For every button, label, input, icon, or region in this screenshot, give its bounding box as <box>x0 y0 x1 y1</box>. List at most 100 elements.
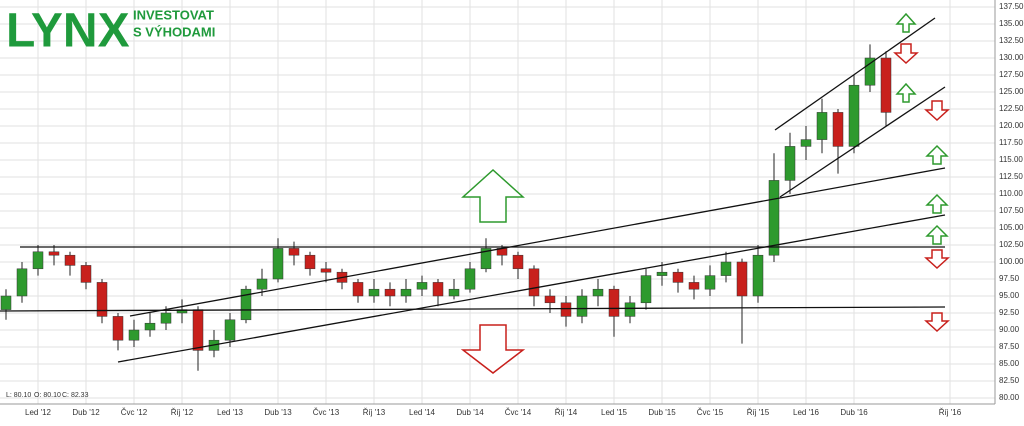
arrow-down <box>893 43 919 65</box>
candle-body <box>144 322 156 331</box>
candle-body <box>688 282 700 290</box>
candle-body <box>96 282 108 317</box>
y-tick-label: 107.50 <box>999 206 1024 215</box>
x-tick-label: Říj '14 <box>555 408 578 417</box>
candle-body <box>128 329 140 341</box>
arrow-up <box>925 224 949 245</box>
candle-body <box>272 248 284 280</box>
y-tick-label: 130.00 <box>999 53 1024 62</box>
arrow-up <box>461 168 525 223</box>
y-tick-label: 87.50 <box>999 342 1020 351</box>
x-tick-label: Čvc '15 <box>697 408 724 417</box>
candle-body <box>832 112 844 147</box>
candle-body <box>256 278 268 290</box>
x-tick-label: Led '12 <box>25 408 52 417</box>
x-tick-label: Dub '16 <box>840 408 868 417</box>
candle-body <box>640 275 652 304</box>
y-tick-label: 97.50 <box>999 274 1020 283</box>
grid <box>0 0 995 404</box>
y-tick-label: 122.50 <box>999 104 1024 113</box>
candle-body <box>400 288 412 297</box>
footer-close: C: 82.33 <box>62 392 89 399</box>
candle-body <box>416 282 428 290</box>
candle-body <box>800 139 812 147</box>
x-tick-label: Říj '16 <box>939 408 962 417</box>
candle-body <box>880 57 892 113</box>
x-tick-label: Dub '14 <box>456 408 484 417</box>
arrow-up <box>925 144 949 165</box>
y-tick-label: 85.00 <box>999 359 1020 368</box>
y-tick-label: 135.00 <box>999 19 1024 28</box>
candle-body <box>288 248 300 256</box>
y-tick-label: 95.00 <box>999 291 1020 300</box>
x-tick-label: Dub '15 <box>648 408 676 417</box>
trend-line <box>129 167 946 317</box>
candle-body <box>432 282 444 297</box>
y-tick-label: 125.00 <box>999 87 1024 96</box>
candle-body <box>576 295 588 317</box>
y-tick-label: 80.00 <box>999 393 1020 402</box>
candle-body <box>592 288 604 297</box>
candle-body <box>848 84 860 147</box>
candle-body <box>768 180 780 256</box>
candle-body <box>368 288 380 297</box>
arrow-up <box>925 193 949 214</box>
candle-body <box>464 268 476 290</box>
candle-body <box>48 251 60 256</box>
trend-line <box>117 214 946 363</box>
y-tick-label: 105.00 <box>999 223 1024 232</box>
candle-body <box>672 271 684 283</box>
trend-line <box>774 17 936 131</box>
trend-line <box>0 306 946 312</box>
x-tick-label: Čvc '14 <box>505 408 532 417</box>
candle-body <box>80 265 92 283</box>
candle-body <box>608 288 620 317</box>
x-tick-label: Dub '13 <box>264 408 292 417</box>
y-tick-label: 120.00 <box>999 121 1024 130</box>
arrows <box>460 12 950 374</box>
candle-body <box>864 57 876 86</box>
candle-body <box>304 254 316 270</box>
candle-body <box>784 146 796 181</box>
footer-open: O: 80.10 <box>34 392 61 399</box>
logo: LYNX <box>6 5 130 58</box>
y-tick-label: 117.50 <box>999 138 1023 147</box>
candle-body <box>384 288 396 297</box>
y-tick-label: 100.00 <box>999 257 1024 266</box>
y-tick-label: 115.00 <box>999 155 1023 164</box>
arrow-down <box>460 324 526 374</box>
y-tick-label: 132.50 <box>999 36 1024 45</box>
tagline: INVESTOVAT <box>133 7 214 22</box>
x-tick-label: Led '15 <box>601 408 628 417</box>
candle-body <box>0 295 12 310</box>
candle-body <box>512 254 524 270</box>
y-tick-label: 127.50 <box>999 70 1024 79</box>
candle-body <box>320 268 332 273</box>
y-tick-label: 137.50 <box>999 2 1024 11</box>
trend-line <box>779 86 946 198</box>
x-tick-label: Dub '12 <box>72 408 100 417</box>
candle-body <box>224 319 236 341</box>
candle-body <box>736 261 748 297</box>
candle-body <box>480 248 492 270</box>
arrow-down <box>924 312 950 333</box>
candle-body <box>704 275 716 290</box>
candle-body <box>656 271 668 276</box>
axis-labels: 80.00 82.50 85.00 87.50 90.00 92.50 95.00 97.50… <box>25 2 1024 417</box>
y-tick-label: 110.00 <box>999 189 1023 198</box>
candle-body <box>240 288 252 321</box>
x-tick-label: Led '16 <box>793 408 820 417</box>
candle-body <box>160 312 172 324</box>
candle-body <box>816 112 828 140</box>
arrow-down <box>924 249 950 270</box>
x-tick-label: Říj '12 <box>171 408 194 417</box>
x-tick-label: Říj '15 <box>747 408 770 417</box>
candle-body <box>16 268 28 297</box>
candle-body <box>720 261 732 276</box>
candle-body <box>544 295 556 304</box>
candle-body <box>352 282 364 297</box>
y-tick-label: 92.50 <box>999 308 1020 317</box>
x-tick-label: Čvc '13 <box>313 408 340 417</box>
